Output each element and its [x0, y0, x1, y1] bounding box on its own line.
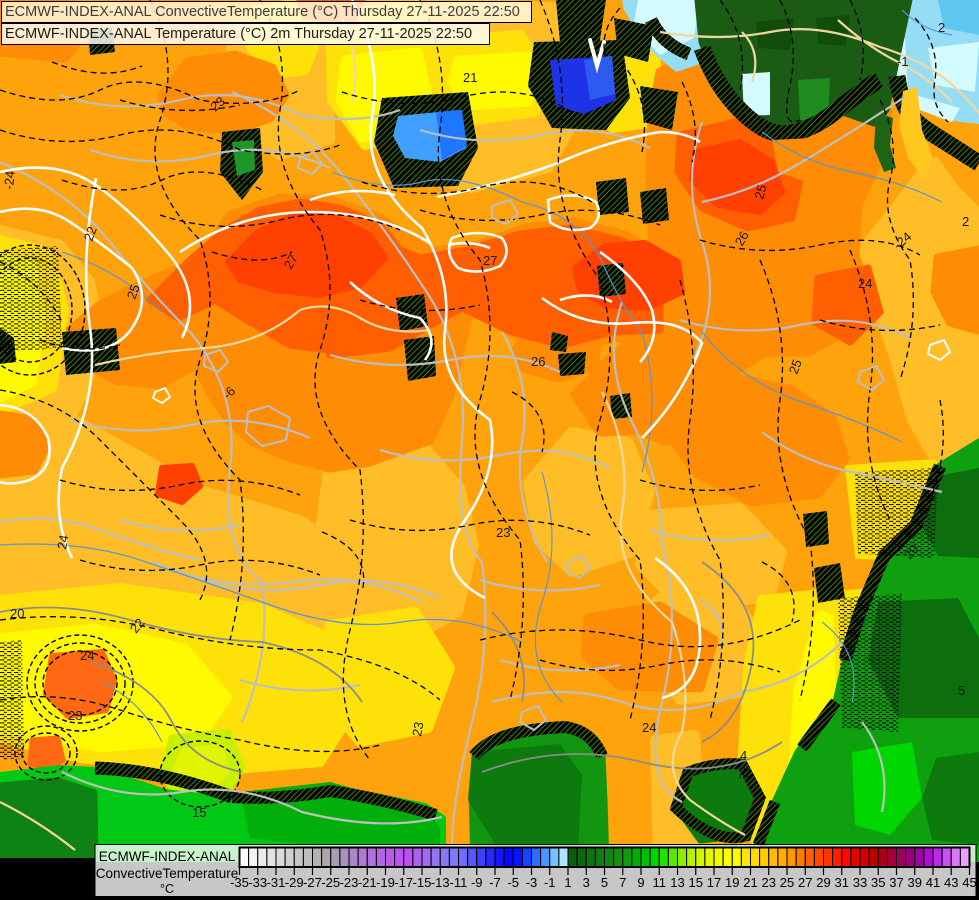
svg-text:21: 21 — [743, 875, 757, 890]
svg-text:3: 3 — [583, 875, 590, 890]
svg-text:1: 1 — [564, 875, 571, 890]
svg-text:25: 25 — [751, 183, 769, 201]
svg-text:-31: -31 — [267, 875, 286, 890]
svg-text:23: 23 — [409, 721, 426, 738]
svg-text:-35: -35 — [230, 875, 249, 890]
svg-text:26: 26 — [531, 354, 545, 369]
svg-text:4: 4 — [740, 748, 747, 763]
svg-text:13: 13 — [670, 875, 684, 890]
svg-text:23: 23 — [496, 525, 510, 540]
svg-text:-25: -25 — [321, 875, 340, 890]
svg-text:-5: -5 — [507, 875, 519, 890]
svg-text:5: 5 — [601, 875, 608, 890]
svg-text:17: 17 — [707, 875, 721, 890]
svg-text:-21: -21 — [358, 875, 377, 890]
svg-text:41: 41 — [926, 875, 940, 890]
svg-text:-24: -24 — [1, 170, 18, 190]
svg-text:19: 19 — [725, 875, 739, 890]
svg-text:26: 26 — [732, 228, 752, 248]
svg-text:-27: -27 — [303, 875, 322, 890]
svg-text:-33: -33 — [248, 875, 267, 890]
svg-text:-23: -23 — [340, 875, 359, 890]
svg-text:20: 20 — [10, 606, 24, 621]
svg-text:-3: -3 — [526, 875, 538, 890]
svg-text:-9: -9 — [471, 875, 483, 890]
svg-text:5: 5 — [958, 683, 965, 698]
svg-text:°C: °C — [160, 882, 174, 896]
svg-text:-1: -1 — [897, 54, 909, 69]
svg-text:-19: -19 — [376, 875, 395, 890]
svg-text:-17: -17 — [394, 875, 413, 890]
svg-text:15: 15 — [689, 875, 703, 890]
svg-text:39: 39 — [908, 875, 922, 890]
svg-text:27: 27 — [483, 253, 497, 268]
svg-text:43: 43 — [944, 875, 958, 890]
svg-text:25: 25 — [780, 875, 794, 890]
svg-text:24: 24 — [642, 720, 656, 735]
svg-text:23: 23 — [68, 708, 82, 723]
svg-text:-1: -1 — [544, 875, 556, 890]
svg-text:-29: -29 — [285, 875, 304, 890]
svg-text:24: 24 — [80, 648, 94, 663]
svg-text:-11: -11 — [450, 875, 468, 890]
svg-text:ECMWF-INDEX-ANAL: ECMWF-INDEX-ANAL — [99, 849, 236, 864]
svg-text:9: 9 — [637, 875, 644, 890]
svg-text:22: 22 — [81, 224, 100, 243]
svg-text:ConvectiveTemperature: ConvectiveTemperature — [96, 866, 239, 881]
svg-text:-7: -7 — [489, 875, 501, 890]
svg-text:35: 35 — [871, 875, 885, 890]
svg-text:29: 29 — [816, 875, 830, 890]
svg-text:45: 45 — [962, 875, 976, 890]
svg-text:11: 11 — [653, 875, 667, 890]
svg-text:33: 33 — [853, 875, 867, 890]
svg-text:37: 37 — [889, 875, 903, 890]
svg-text:24: 24 — [858, 276, 872, 291]
svg-text:21: 21 — [463, 70, 477, 85]
svg-text:25: 25 — [124, 282, 143, 301]
svg-text:7: 7 — [619, 875, 626, 890]
svg-text:24: 24 — [54, 534, 71, 551]
svg-text:15: 15 — [192, 805, 206, 820]
svg-text:-13: -13 — [431, 875, 450, 890]
svg-text:-15: -15 — [413, 875, 432, 890]
svg-text:23: 23 — [762, 875, 776, 890]
svg-text:21: 21 — [736, 765, 752, 781]
svg-text:27: 27 — [281, 251, 301, 271]
svg-text:27: 27 — [798, 875, 812, 890]
svg-text:31: 31 — [835, 875, 849, 890]
svg-text:2: 2 — [962, 214, 969, 229]
svg-text:25: 25 — [786, 357, 805, 376]
svg-text:2: 2 — [938, 20, 945, 35]
